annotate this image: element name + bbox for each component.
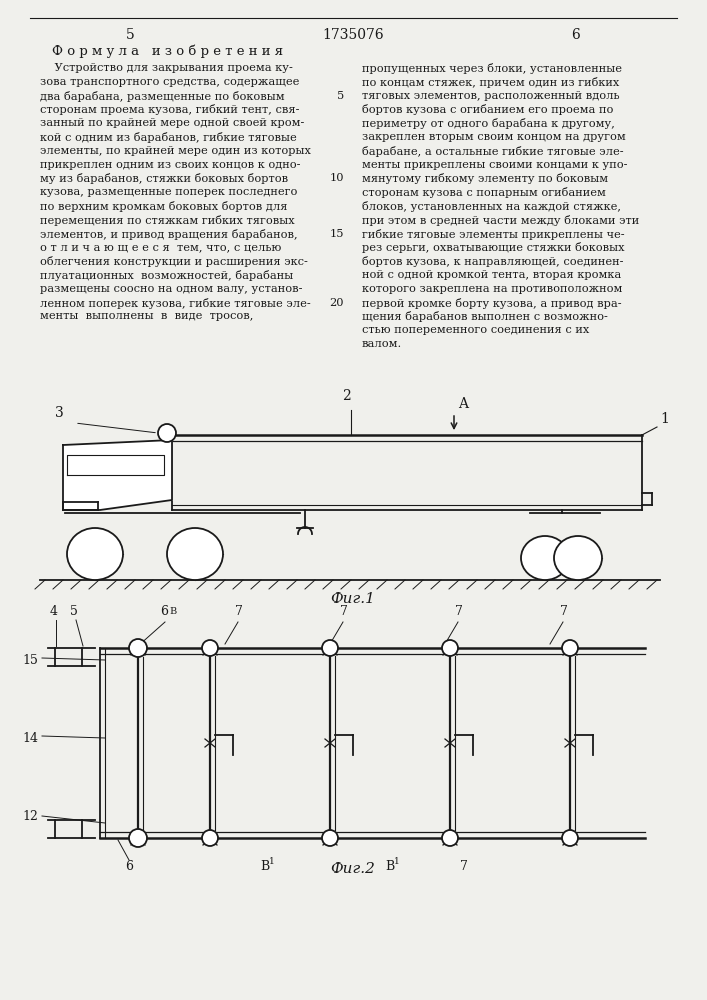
- Text: тяговых элементов, расположенный вдоль: тяговых элементов, расположенный вдоль: [362, 91, 619, 101]
- Text: элементов, и привод вращения барабанов,: элементов, и привод вращения барабанов,: [40, 229, 298, 240]
- Text: первой кромке борту кузова, а привод вра-: первой кромке борту кузова, а привод вра…: [362, 298, 621, 309]
- Text: 7: 7: [460, 860, 468, 873]
- Text: B: B: [260, 860, 269, 873]
- Text: кой с одним из барабанов, гибкие тяговые: кой с одним из барабанов, гибкие тяговые: [40, 132, 297, 143]
- Text: 5: 5: [126, 28, 134, 42]
- Text: Устройство для закрывания проема ку-: Устройство для закрывания проема ку-: [40, 63, 293, 73]
- Ellipse shape: [521, 536, 569, 580]
- Text: зова транспортного средства, содержащее: зова транспортного средства, содержащее: [40, 77, 299, 87]
- Polygon shape: [63, 440, 172, 510]
- Circle shape: [202, 640, 218, 656]
- Text: 15: 15: [22, 654, 38, 666]
- Text: 6: 6: [125, 860, 133, 873]
- Text: менты прикреплены своими концами к упо-: менты прикреплены своими концами к упо-: [362, 160, 628, 170]
- Text: сторонам проема кузова, гибкий тент, свя-: сторонам проема кузова, гибкий тент, свя…: [40, 104, 300, 115]
- Text: ленном поперек кузова, гибкие тяговые эле-: ленном поперек кузова, гибкие тяговые эл…: [40, 298, 311, 309]
- Text: Фиг.2: Фиг.2: [331, 862, 375, 876]
- Text: 12: 12: [22, 810, 38, 822]
- Text: 6: 6: [160, 605, 168, 618]
- Text: 7: 7: [560, 605, 568, 618]
- Text: прикреплен одним из своих концов к одно-: прикреплен одним из своих концов к одно-: [40, 160, 300, 170]
- Text: облегчения конструкции и расширения экс-: облегчения конструкции и расширения экс-: [40, 256, 308, 267]
- Text: размещены соосно на одном валу, установ-: размещены соосно на одном валу, установ-: [40, 284, 303, 294]
- Text: Фиг.1: Фиг.1: [331, 592, 375, 606]
- Text: 1735076: 1735076: [322, 28, 384, 42]
- Text: A: A: [458, 397, 468, 411]
- Text: кузова, размещенные поперек последнего: кузова, размещенные поперек последнего: [40, 187, 298, 197]
- Circle shape: [442, 640, 458, 656]
- Text: плуатационных  возможностей, барабаны: плуатационных возможностей, барабаны: [40, 270, 293, 281]
- Circle shape: [129, 639, 147, 657]
- Text: 1: 1: [394, 857, 399, 866]
- Circle shape: [322, 640, 338, 656]
- Text: 1: 1: [269, 857, 275, 866]
- Text: 6: 6: [571, 28, 579, 42]
- Text: гибкие тяговые элементы прикреплены че-: гибкие тяговые элементы прикреплены че-: [362, 229, 624, 240]
- Text: B: B: [385, 860, 395, 873]
- Text: периметру от одного барабана к другому,: периметру от одного барабана к другому,: [362, 118, 615, 129]
- Text: барабане, а остальные гибкие тяговые эле-: барабане, а остальные гибкие тяговые эле…: [362, 146, 624, 157]
- Ellipse shape: [554, 536, 602, 580]
- Text: рез серьги, охватывающие стяжки боковых: рез серьги, охватывающие стяжки боковых: [362, 242, 624, 253]
- Text: закреплен вторым своим концом на другом: закреплен вторым своим концом на другом: [362, 132, 626, 142]
- Text: 7: 7: [235, 605, 243, 618]
- Text: 1: 1: [660, 412, 669, 426]
- Text: которого закреплена на противоположном: которого закреплена на противоположном: [362, 284, 622, 294]
- Text: 15: 15: [329, 229, 344, 239]
- Text: B: B: [169, 607, 176, 616]
- Text: перемещения по стяжкам гибких тяговых: перемещения по стяжкам гибких тяговых: [40, 215, 295, 226]
- Circle shape: [322, 830, 338, 846]
- Ellipse shape: [167, 528, 223, 580]
- Text: блоков, установленных на каждой стяжке,: блоков, установленных на каждой стяжке,: [362, 201, 621, 212]
- Text: занный по крайней мере одной своей кром-: занный по крайней мере одной своей кром-: [40, 118, 305, 128]
- Text: 3: 3: [55, 406, 64, 420]
- Text: Ф о р м у л а   и з о б р е т е н и я: Ф о р м у л а и з о б р е т е н и я: [52, 44, 284, 57]
- Circle shape: [442, 830, 458, 846]
- Text: сторонам кузова с попарным огибанием: сторонам кузова с попарным огибанием: [362, 187, 606, 198]
- Text: пропущенных через блоки, установленные: пропущенных через блоки, установленные: [362, 63, 622, 74]
- Circle shape: [202, 830, 218, 846]
- Text: 7: 7: [340, 605, 348, 618]
- Circle shape: [562, 830, 578, 846]
- Text: по концам стяжек, причем один из гибких: по концам стяжек, причем один из гибких: [362, 77, 619, 88]
- Text: щения барабанов выполнен с возможно-: щения барабанов выполнен с возможно-: [362, 311, 608, 322]
- Text: ной с одной кромкой тента, вторая кромка: ной с одной кромкой тента, вторая кромка: [362, 270, 621, 280]
- Text: 2: 2: [342, 389, 351, 403]
- Text: о т л и ч а ю щ е е с я  тем, что, с целью: о т л и ч а ю щ е е с я тем, что, с цель…: [40, 242, 281, 252]
- Text: бортов кузова, к направляющей, соединен-: бортов кузова, к направляющей, соединен-: [362, 256, 624, 267]
- Text: 10: 10: [329, 173, 344, 183]
- Text: валом.: валом.: [362, 339, 402, 349]
- Text: 7: 7: [455, 605, 463, 618]
- Text: при этом в средней части между блоками эти: при этом в средней части между блоками э…: [362, 215, 639, 226]
- Circle shape: [562, 640, 578, 656]
- Text: 5: 5: [337, 91, 344, 101]
- Text: мянутому гибкому элементу по боковым: мянутому гибкому элементу по боковым: [362, 173, 608, 184]
- Text: бортов кузова с огибанием его проема по: бортов кузова с огибанием его проема по: [362, 104, 614, 115]
- Text: 20: 20: [329, 298, 344, 308]
- Text: стью попеременного соединения с их: стью попеременного соединения с их: [362, 325, 589, 335]
- Circle shape: [158, 424, 176, 442]
- Circle shape: [129, 829, 147, 847]
- Text: по верхним кромкам боковых бортов для: по верхним кромкам боковых бортов для: [40, 201, 288, 212]
- Text: 5: 5: [70, 605, 78, 618]
- Text: два барабана, размещенные по боковым: два барабана, размещенные по боковым: [40, 91, 285, 102]
- Text: 4: 4: [50, 605, 58, 618]
- Text: 14: 14: [22, 732, 38, 744]
- Text: менты  выполнены  в  виде  тросов,: менты выполнены в виде тросов,: [40, 311, 253, 321]
- Text: му из барабанов, стяжки боковых бортов: му из барабанов, стяжки боковых бортов: [40, 173, 288, 184]
- Ellipse shape: [67, 528, 123, 580]
- Text: элементы, по крайней мере один из которых: элементы, по крайней мере один из которы…: [40, 146, 311, 156]
